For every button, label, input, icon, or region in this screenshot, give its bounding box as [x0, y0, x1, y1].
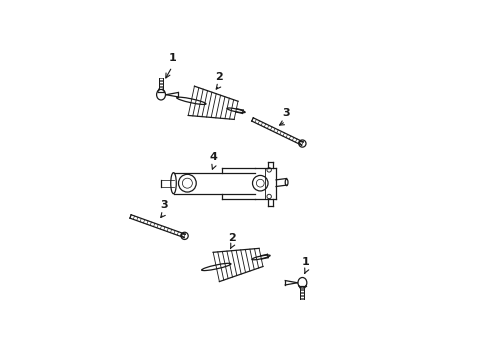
Text: 2: 2 [216, 72, 223, 82]
Text: 3: 3 [160, 200, 168, 210]
Text: 1: 1 [302, 257, 310, 267]
Text: 4: 4 [210, 152, 218, 162]
Text: 3: 3 [282, 108, 290, 118]
Text: 1: 1 [168, 53, 176, 63]
Text: 2: 2 [228, 233, 236, 243]
